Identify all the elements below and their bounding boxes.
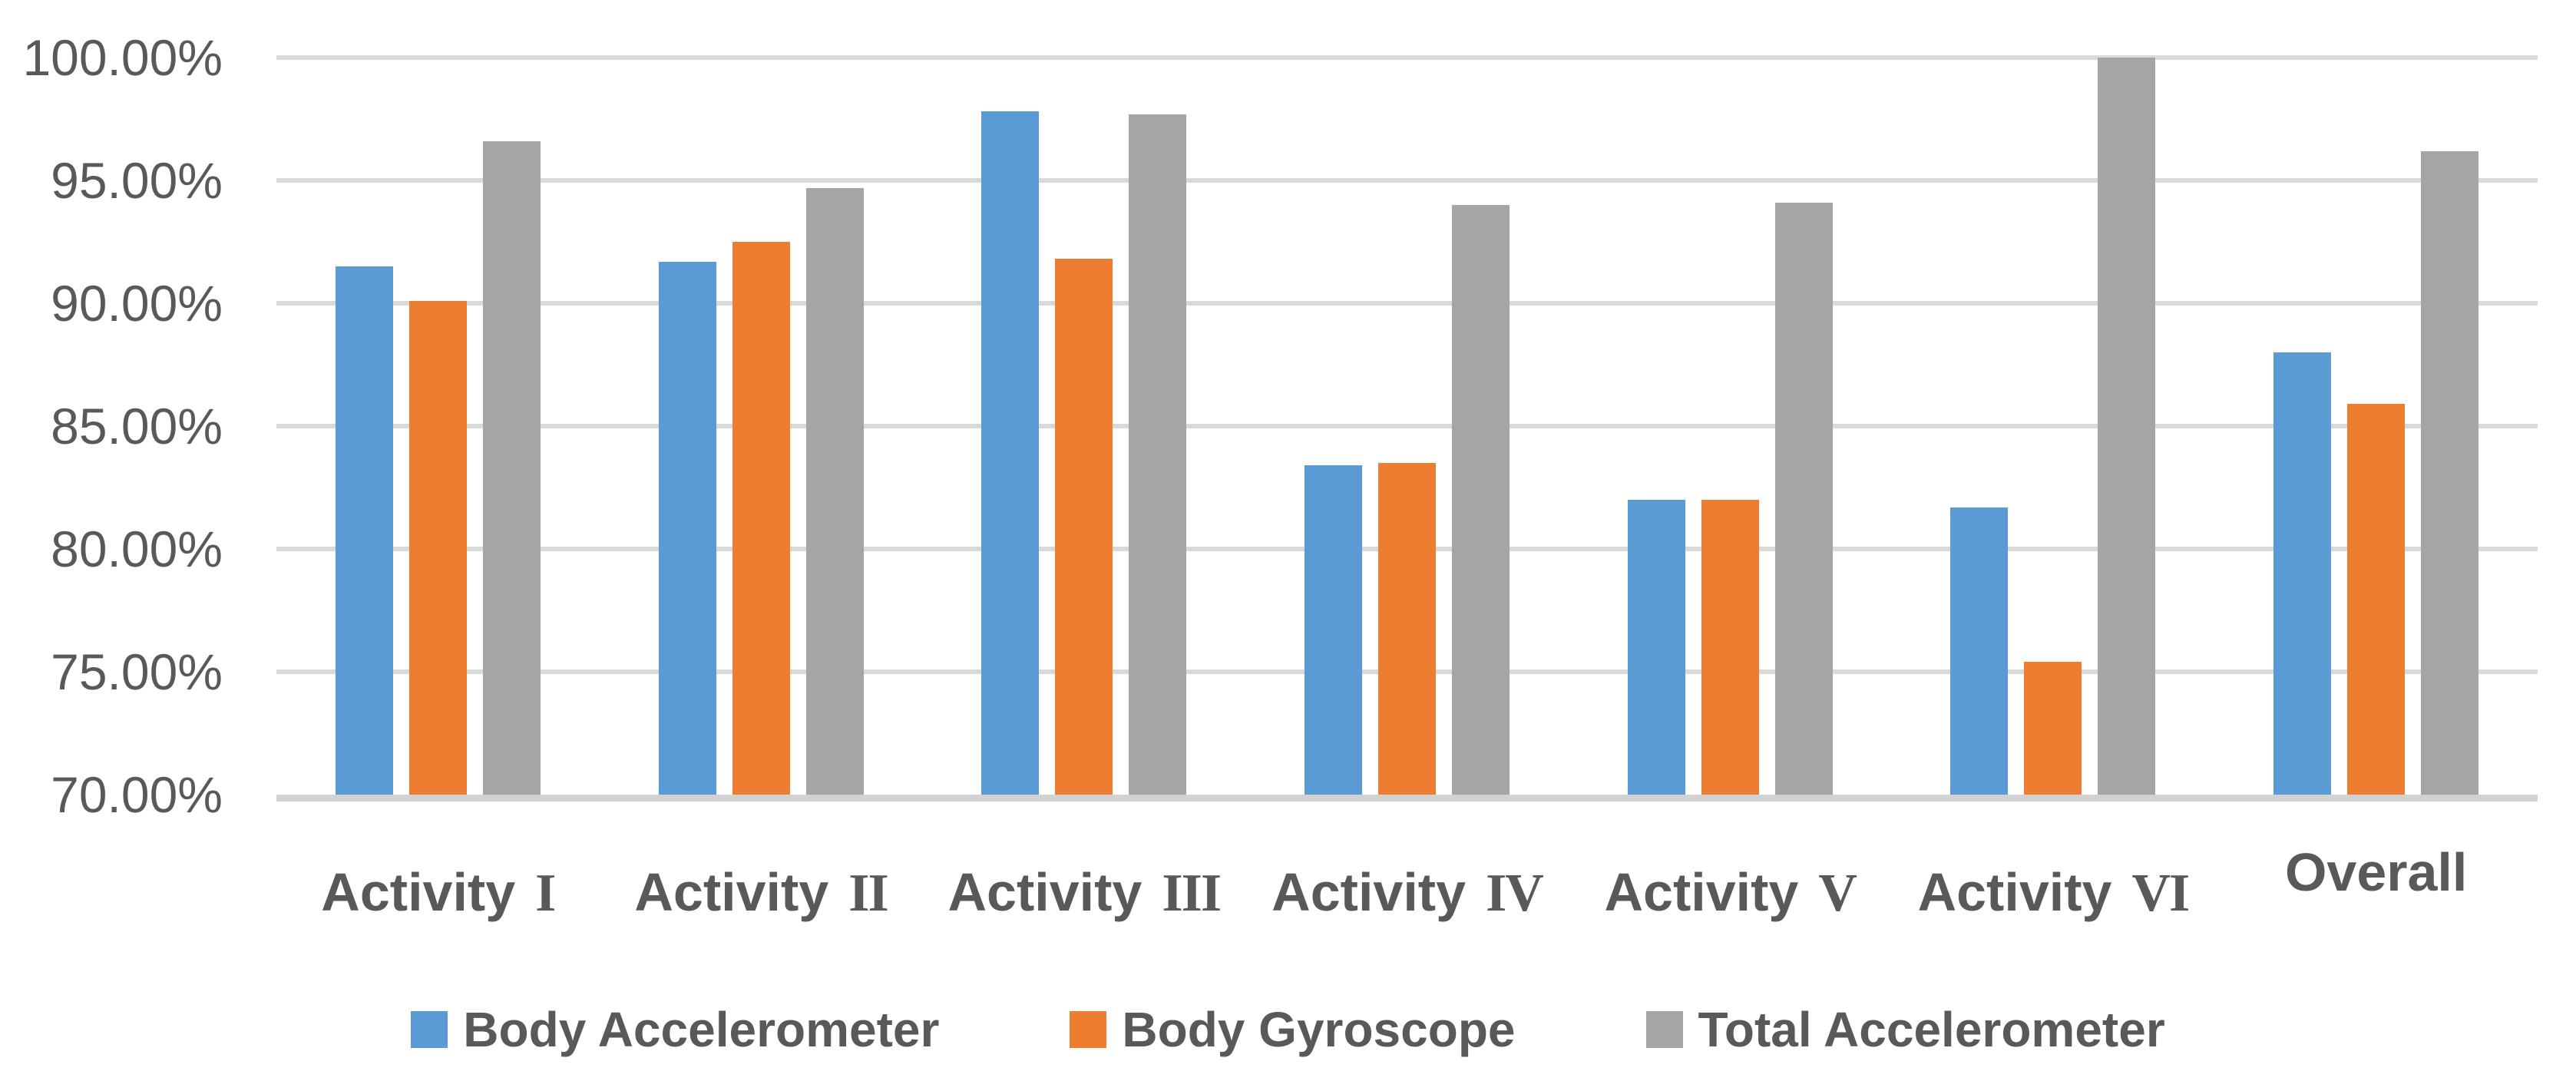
legend-item: Total Accelerometer bbox=[1645, 1000, 2165, 1060]
legend-label: Total Accelerometer bbox=[1698, 1002, 2165, 1057]
gridline bbox=[276, 178, 2538, 183]
bar bbox=[732, 242, 790, 795]
bar bbox=[482, 140, 541, 795]
x-category-roman-numeral: V bbox=[1818, 864, 1857, 923]
legend: Body Accelerometer Body Gyroscope Total Ac… bbox=[0, 995, 2576, 1064]
legend-color-swatch bbox=[1070, 1011, 1107, 1048]
bar bbox=[658, 261, 716, 795]
x-category-roman-numeral: I bbox=[535, 864, 556, 923]
legend-label: Body Gyroscope bbox=[1122, 1002, 1516, 1057]
bar bbox=[335, 266, 393, 795]
bar bbox=[2421, 150, 2479, 795]
x-category-label: Activity II bbox=[600, 861, 923, 924]
x-category-text: Activity bbox=[947, 862, 1143, 922]
x-category-label: Activity VI bbox=[1892, 861, 2215, 924]
x-category-roman-numeral: IV bbox=[1486, 864, 1544, 923]
bar bbox=[2024, 662, 2082, 795]
y-tick-label: 85.00% bbox=[51, 398, 223, 455]
bar bbox=[408, 300, 467, 795]
x-category-text: Activity bbox=[1604, 862, 1799, 922]
bar bbox=[805, 187, 864, 795]
x-category-text: Activity bbox=[634, 862, 829, 922]
gridline bbox=[276, 301, 2538, 306]
bar bbox=[2098, 58, 2156, 795]
bar bbox=[1950, 507, 2009, 795]
bar bbox=[1129, 114, 1187, 795]
bar bbox=[1701, 500, 1759, 795]
bar bbox=[2347, 404, 2406, 795]
x-axis-line bbox=[276, 795, 2538, 802]
y-tick-label: 100.00% bbox=[22, 29, 223, 86]
legend-color-swatch bbox=[1645, 1011, 1683, 1048]
y-tick-label: 80.00% bbox=[51, 521, 223, 577]
bar bbox=[1774, 202, 1833, 795]
bar bbox=[981, 111, 1040, 795]
bar bbox=[1627, 500, 1685, 795]
x-category-label: Activity I bbox=[276, 861, 600, 924]
legend-color-swatch bbox=[411, 1011, 448, 1048]
x-category-roman-numeral: II bbox=[848, 864, 889, 923]
y-tick-label: 75.00% bbox=[51, 643, 223, 700]
x-category-text: Activity bbox=[321, 862, 516, 922]
x-category-roman-numeral: VI bbox=[2131, 864, 2190, 923]
gridline bbox=[276, 424, 2538, 428]
x-category-label: Activity III bbox=[922, 861, 1245, 924]
x-category-label: Activity V bbox=[1569, 861, 1892, 924]
x-category-roman-numeral: III bbox=[1162, 864, 1222, 923]
y-tick-label: 70.00% bbox=[51, 766, 223, 823]
y-tick-label: 95.00% bbox=[51, 152, 223, 209]
bar bbox=[1378, 463, 1436, 795]
gridline bbox=[276, 55, 2538, 60]
bar bbox=[1452, 205, 1510, 795]
bar bbox=[2273, 352, 2332, 795]
legend-item: Body Accelerometer bbox=[411, 1000, 939, 1060]
legend-label: Body Accelerometer bbox=[463, 1002, 940, 1057]
x-category-text: Overall bbox=[2284, 842, 2468, 902]
x-category-label: Activity IV bbox=[1245, 861, 1569, 924]
legend-item: Body Gyroscope bbox=[1070, 1000, 1516, 1060]
x-category-label: Overall bbox=[2214, 841, 2538, 903]
bar bbox=[1055, 259, 1113, 795]
y-tick-label: 90.00% bbox=[51, 275, 223, 332]
x-category-text: Activity bbox=[1917, 862, 2112, 922]
bar bbox=[1305, 465, 1362, 795]
x-category-text: Activity bbox=[1271, 862, 1467, 922]
